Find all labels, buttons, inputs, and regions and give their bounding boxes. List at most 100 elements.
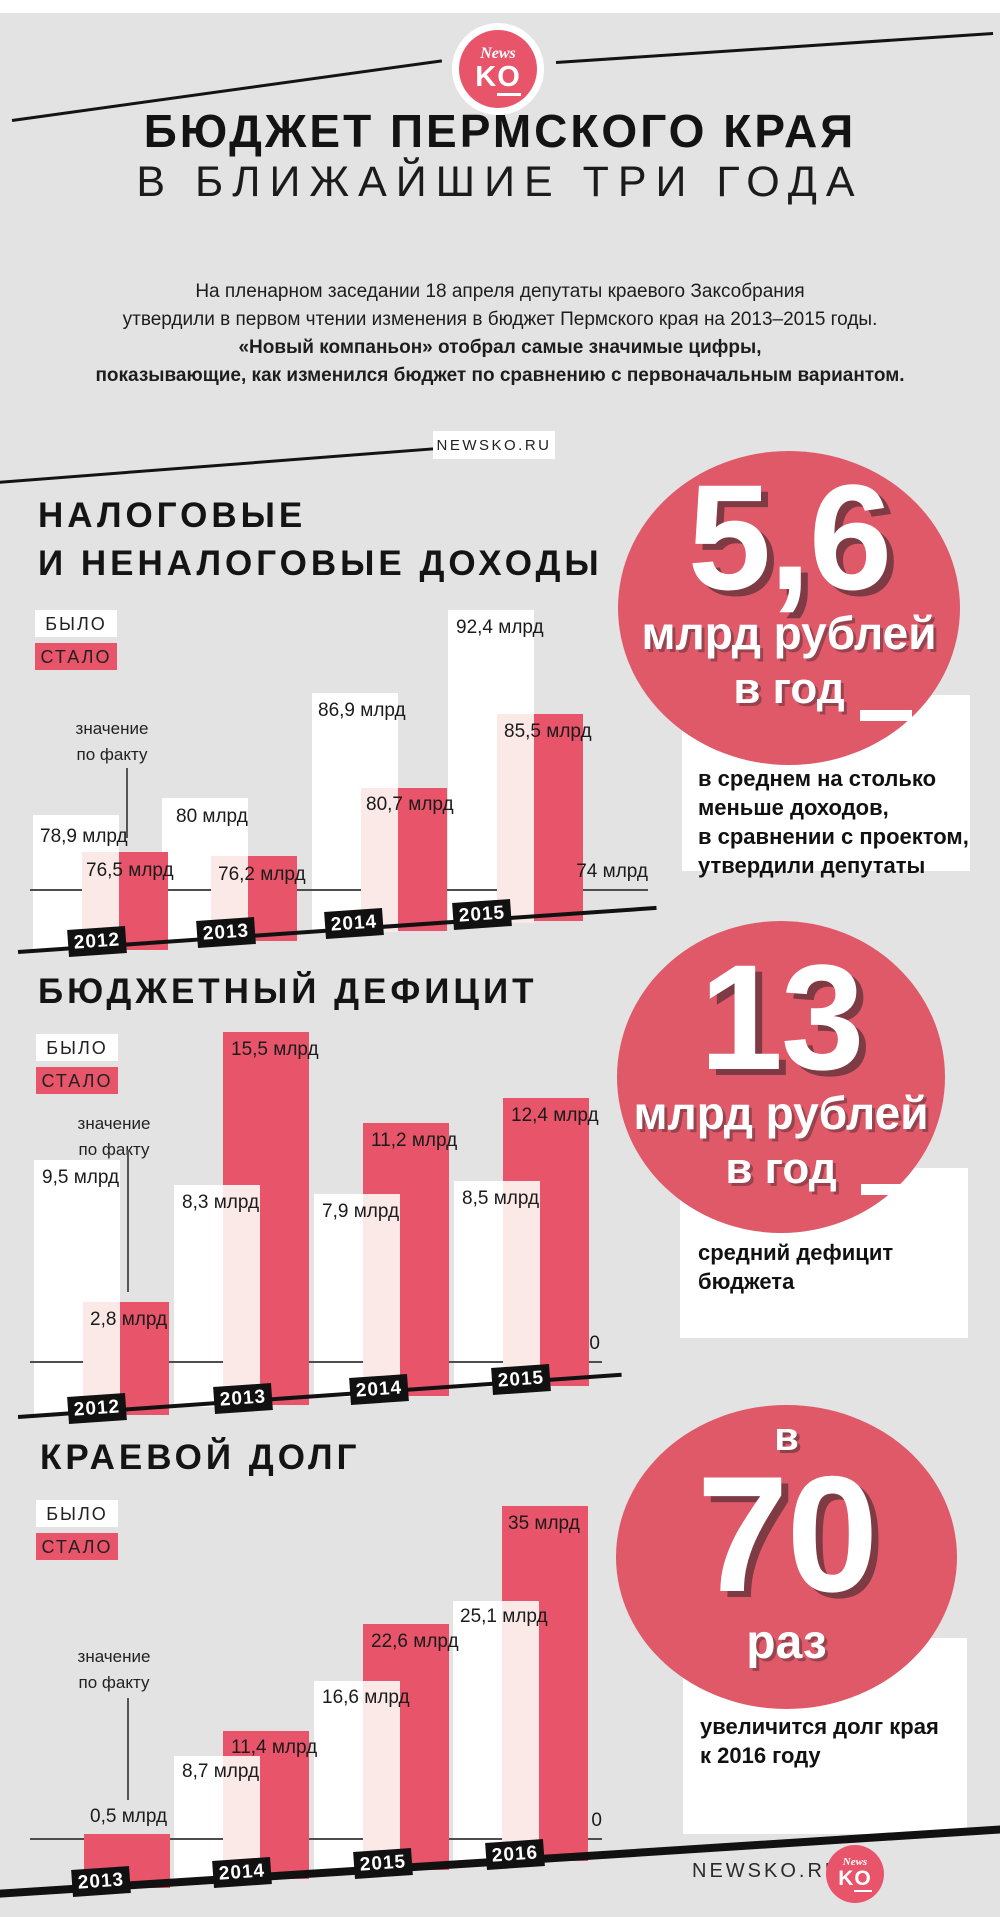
year-badge: 2013 [196, 917, 256, 948]
note-line: средний дефицит [698, 1240, 894, 1265]
note-card-2-text: средний дефицит бюджета [698, 1238, 893, 1296]
highlight-period: в год [733, 664, 845, 713]
year-badge: 2014 [324, 908, 384, 939]
top-border [0, 0, 1000, 13]
bar-overlap-2013 [223, 1185, 260, 1407]
intro-line-4: показывающие, как изменился бюджет по ср… [95, 365, 905, 386]
section3-title: КРАЕВОЙ ДОЛГ [40, 1438, 361, 1477]
value-label: 85,5 млрд [504, 721, 592, 742]
year-badge: 2013 [213, 1383, 273, 1414]
value-label: 35 млрд [508, 1513, 580, 1534]
fact-note: значение по факту [58, 716, 166, 768]
note-card-3-text: увеличится долг края к 2016 году [700, 1712, 939, 1770]
footer-logo: News KO [826, 1845, 884, 1903]
value-label: 11,4 млрд [231, 1737, 318, 1758]
highlight-unit: млрд рублей [641, 607, 937, 659]
fact-note-line2: по факту [78, 1140, 150, 1159]
value-label: 80,7 млрд [366, 794, 454, 815]
value-label: 8,5 млрд [462, 1188, 540, 1209]
note-line: в среднем на столько [698, 766, 937, 791]
highlight-circle-1: 5,6 млрд рублей в год [618, 451, 960, 765]
intro-paragraph: На пленарном заседании 18 апреля депутат… [0, 278, 1000, 390]
fact-note: значение по факту [60, 1111, 168, 1163]
value-label: 22,6 млрд [371, 1631, 459, 1652]
legend-became: СТАЛО [35, 643, 117, 670]
year-badge: 2012 [67, 1393, 127, 1424]
year-badge: 2014 [212, 1857, 272, 1888]
value-label: 78,9 млрд [40, 826, 128, 847]
baseline-label: 74 млрд [576, 861, 648, 882]
note-line: бюджета [698, 1269, 795, 1294]
legend-was: БЫЛО [36, 1500, 118, 1527]
value-label: 8,7 млрд [182, 1761, 260, 1782]
bar-overlap-2014 [363, 1194, 400, 1397]
year-badge: 2013 [71, 1866, 131, 1897]
value-label: 9,5 млрд [42, 1167, 120, 1188]
bar-overlap-2016 [502, 1601, 539, 1862]
highlight-number: 5,6 [687, 453, 893, 621]
fact-pointer-line [126, 768, 128, 838]
bar-overlap-2015 [363, 1681, 400, 1871]
value-label: 11,2 млрд [371, 1130, 458, 1151]
bar-overlap-2015 [497, 714, 534, 923]
fact-pointer-line [127, 1150, 129, 1292]
page-subtitle: В БЛИЖАЙШИЕ ТРИ ГОДА [136, 158, 864, 206]
circle2-dash [861, 1184, 913, 1195]
logo-text-news: News [480, 45, 516, 62]
section1-title-line2: И НЕНАЛОГОВЫЕ ДОХОДЫ [38, 544, 603, 583]
note-line: увеличится долг края [700, 1714, 939, 1739]
fact-note-line1: значение [77, 1647, 151, 1666]
note-line: в сравнении с проектом, [698, 824, 969, 849]
legend-was: БЫЛО [35, 610, 117, 637]
highlight-prefix: в [774, 1415, 799, 1459]
highlight-unit: раз [746, 1616, 827, 1669]
value-label: 8,3 млрд [182, 1192, 260, 1213]
legend-became: СТАЛО [36, 1533, 118, 1560]
value-label: 76,5 млрд [86, 860, 174, 881]
note-line: утвердили депутаты [698, 853, 926, 878]
note-line: меньше доходов, [698, 795, 889, 820]
intro-line-2: утвердили в первом чтении изменения в бю… [122, 309, 878, 330]
header-right-line [555, 31, 994, 64]
fact-note: значение по факту [60, 1644, 168, 1696]
section1-title-line1: НАЛОГОВЫЕ [38, 496, 307, 535]
year-badge: 2014 [349, 1374, 409, 1405]
fact-note-line2: по факту [76, 745, 148, 764]
bar-overlap-2015 [503, 1181, 540, 1387]
highlight-circle-2: 13 млрд рублей в год [617, 921, 945, 1233]
legend-became: СТАЛО [36, 1067, 118, 1094]
highlight-circle-3: в 70 раз [616, 1405, 957, 1709]
value-label: 2,8 млрд [90, 1309, 168, 1330]
note-card-1-text: в среднем на столько меньше доходов, в с… [698, 764, 969, 880]
highlight-unit: млрд рублей [633, 1087, 929, 1139]
value-label: 15,5 млрд [231, 1039, 319, 1060]
highlight-number: 13 [699, 933, 865, 1101]
footer-site-label: NEWSKO.RU [692, 1860, 843, 1882]
zero-line [30, 1361, 602, 1363]
value-label: 16,6 млрд [322, 1687, 410, 1708]
fact-pointer-line [127, 1698, 129, 1800]
value-label: 25,1 млрд [460, 1606, 548, 1627]
intro-line-1: На пленарном заседании 18 апреля депутат… [195, 281, 805, 302]
value-label: 76,2 млрд [218, 864, 306, 885]
year-badge: 2015 [491, 1364, 551, 1395]
year-badge: 2015 [353, 1848, 413, 1879]
bar-overlap-2014 [361, 788, 398, 932]
reference-line-74 [30, 889, 648, 891]
highlight-period: в год [725, 1144, 837, 1193]
site-badge: NEWSKO.RU [433, 431, 555, 459]
fact-note-line2: по факту [78, 1673, 150, 1692]
value-label: 7,9 млрд [322, 1201, 400, 1222]
year-badge: 2012 [67, 926, 127, 957]
circle1-dash [860, 710, 912, 721]
intro-line-3: «Новый компаньон» отобрал самые значимые… [238, 337, 762, 358]
divider-line [0, 446, 439, 484]
value-label: 12,4 млрд [511, 1105, 599, 1126]
footer-logo-ko: KO [838, 1867, 872, 1892]
zero-line [30, 1838, 602, 1840]
year-badge: 2016 [485, 1839, 545, 1870]
year-badge: 2015 [452, 899, 512, 930]
fact-note-line1: значение [77, 1114, 151, 1133]
value-label: 80 млрд [176, 806, 248, 827]
